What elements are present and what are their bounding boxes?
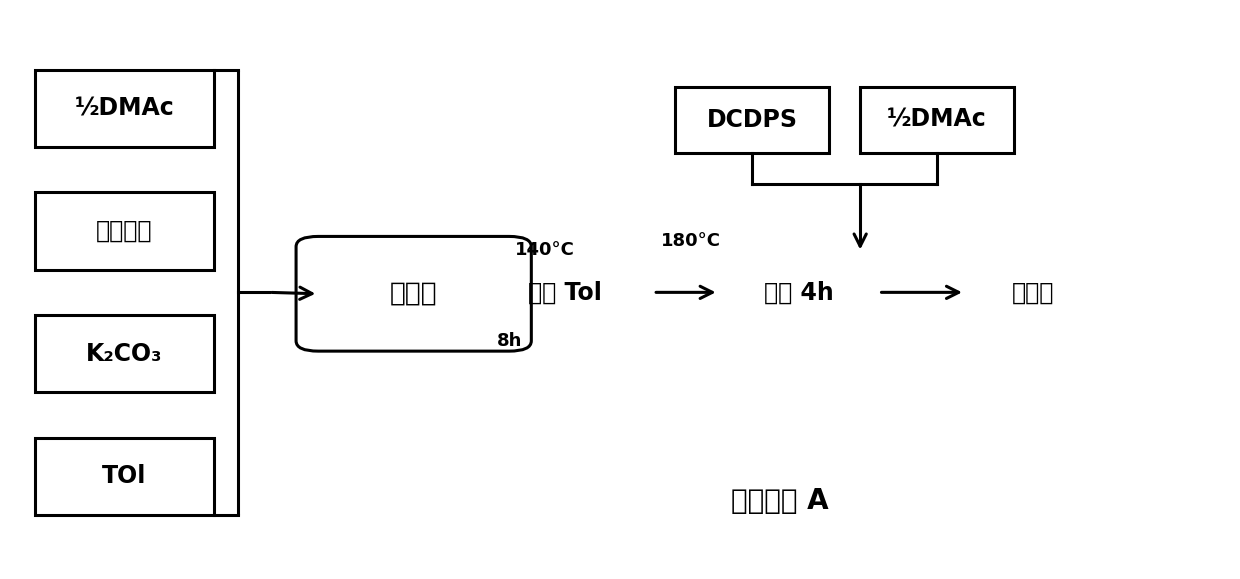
- FancyBboxPatch shape: [35, 315, 213, 392]
- FancyBboxPatch shape: [676, 87, 830, 152]
- FancyBboxPatch shape: [296, 236, 531, 351]
- FancyBboxPatch shape: [35, 70, 213, 147]
- Text: TOl: TOl: [102, 464, 146, 489]
- Text: 聚合单体: 聚合单体: [95, 219, 153, 243]
- FancyBboxPatch shape: [35, 192, 213, 270]
- Text: K₂CO₃: K₂CO₃: [86, 342, 162, 366]
- Text: ½DMAc: ½DMAc: [888, 108, 987, 132]
- Text: 140°C: 140°C: [516, 240, 575, 259]
- Text: 聚合 4h: 聚合 4h: [764, 280, 833, 305]
- Text: 反应釜: 反应釜: [389, 281, 438, 307]
- Text: 合成路线 A: 合成路线 A: [732, 486, 828, 515]
- Text: 后处理: 后处理: [1012, 280, 1054, 305]
- FancyBboxPatch shape: [35, 438, 213, 515]
- Text: 180°C: 180°C: [661, 232, 722, 250]
- Text: 蕲走 Tol: 蕲走 Tol: [528, 280, 601, 305]
- Text: DCDPS: DCDPS: [707, 108, 797, 132]
- Text: ½DMAc: ½DMAc: [74, 96, 174, 120]
- FancyBboxPatch shape: [861, 87, 1014, 152]
- Text: 8h: 8h: [497, 332, 522, 350]
